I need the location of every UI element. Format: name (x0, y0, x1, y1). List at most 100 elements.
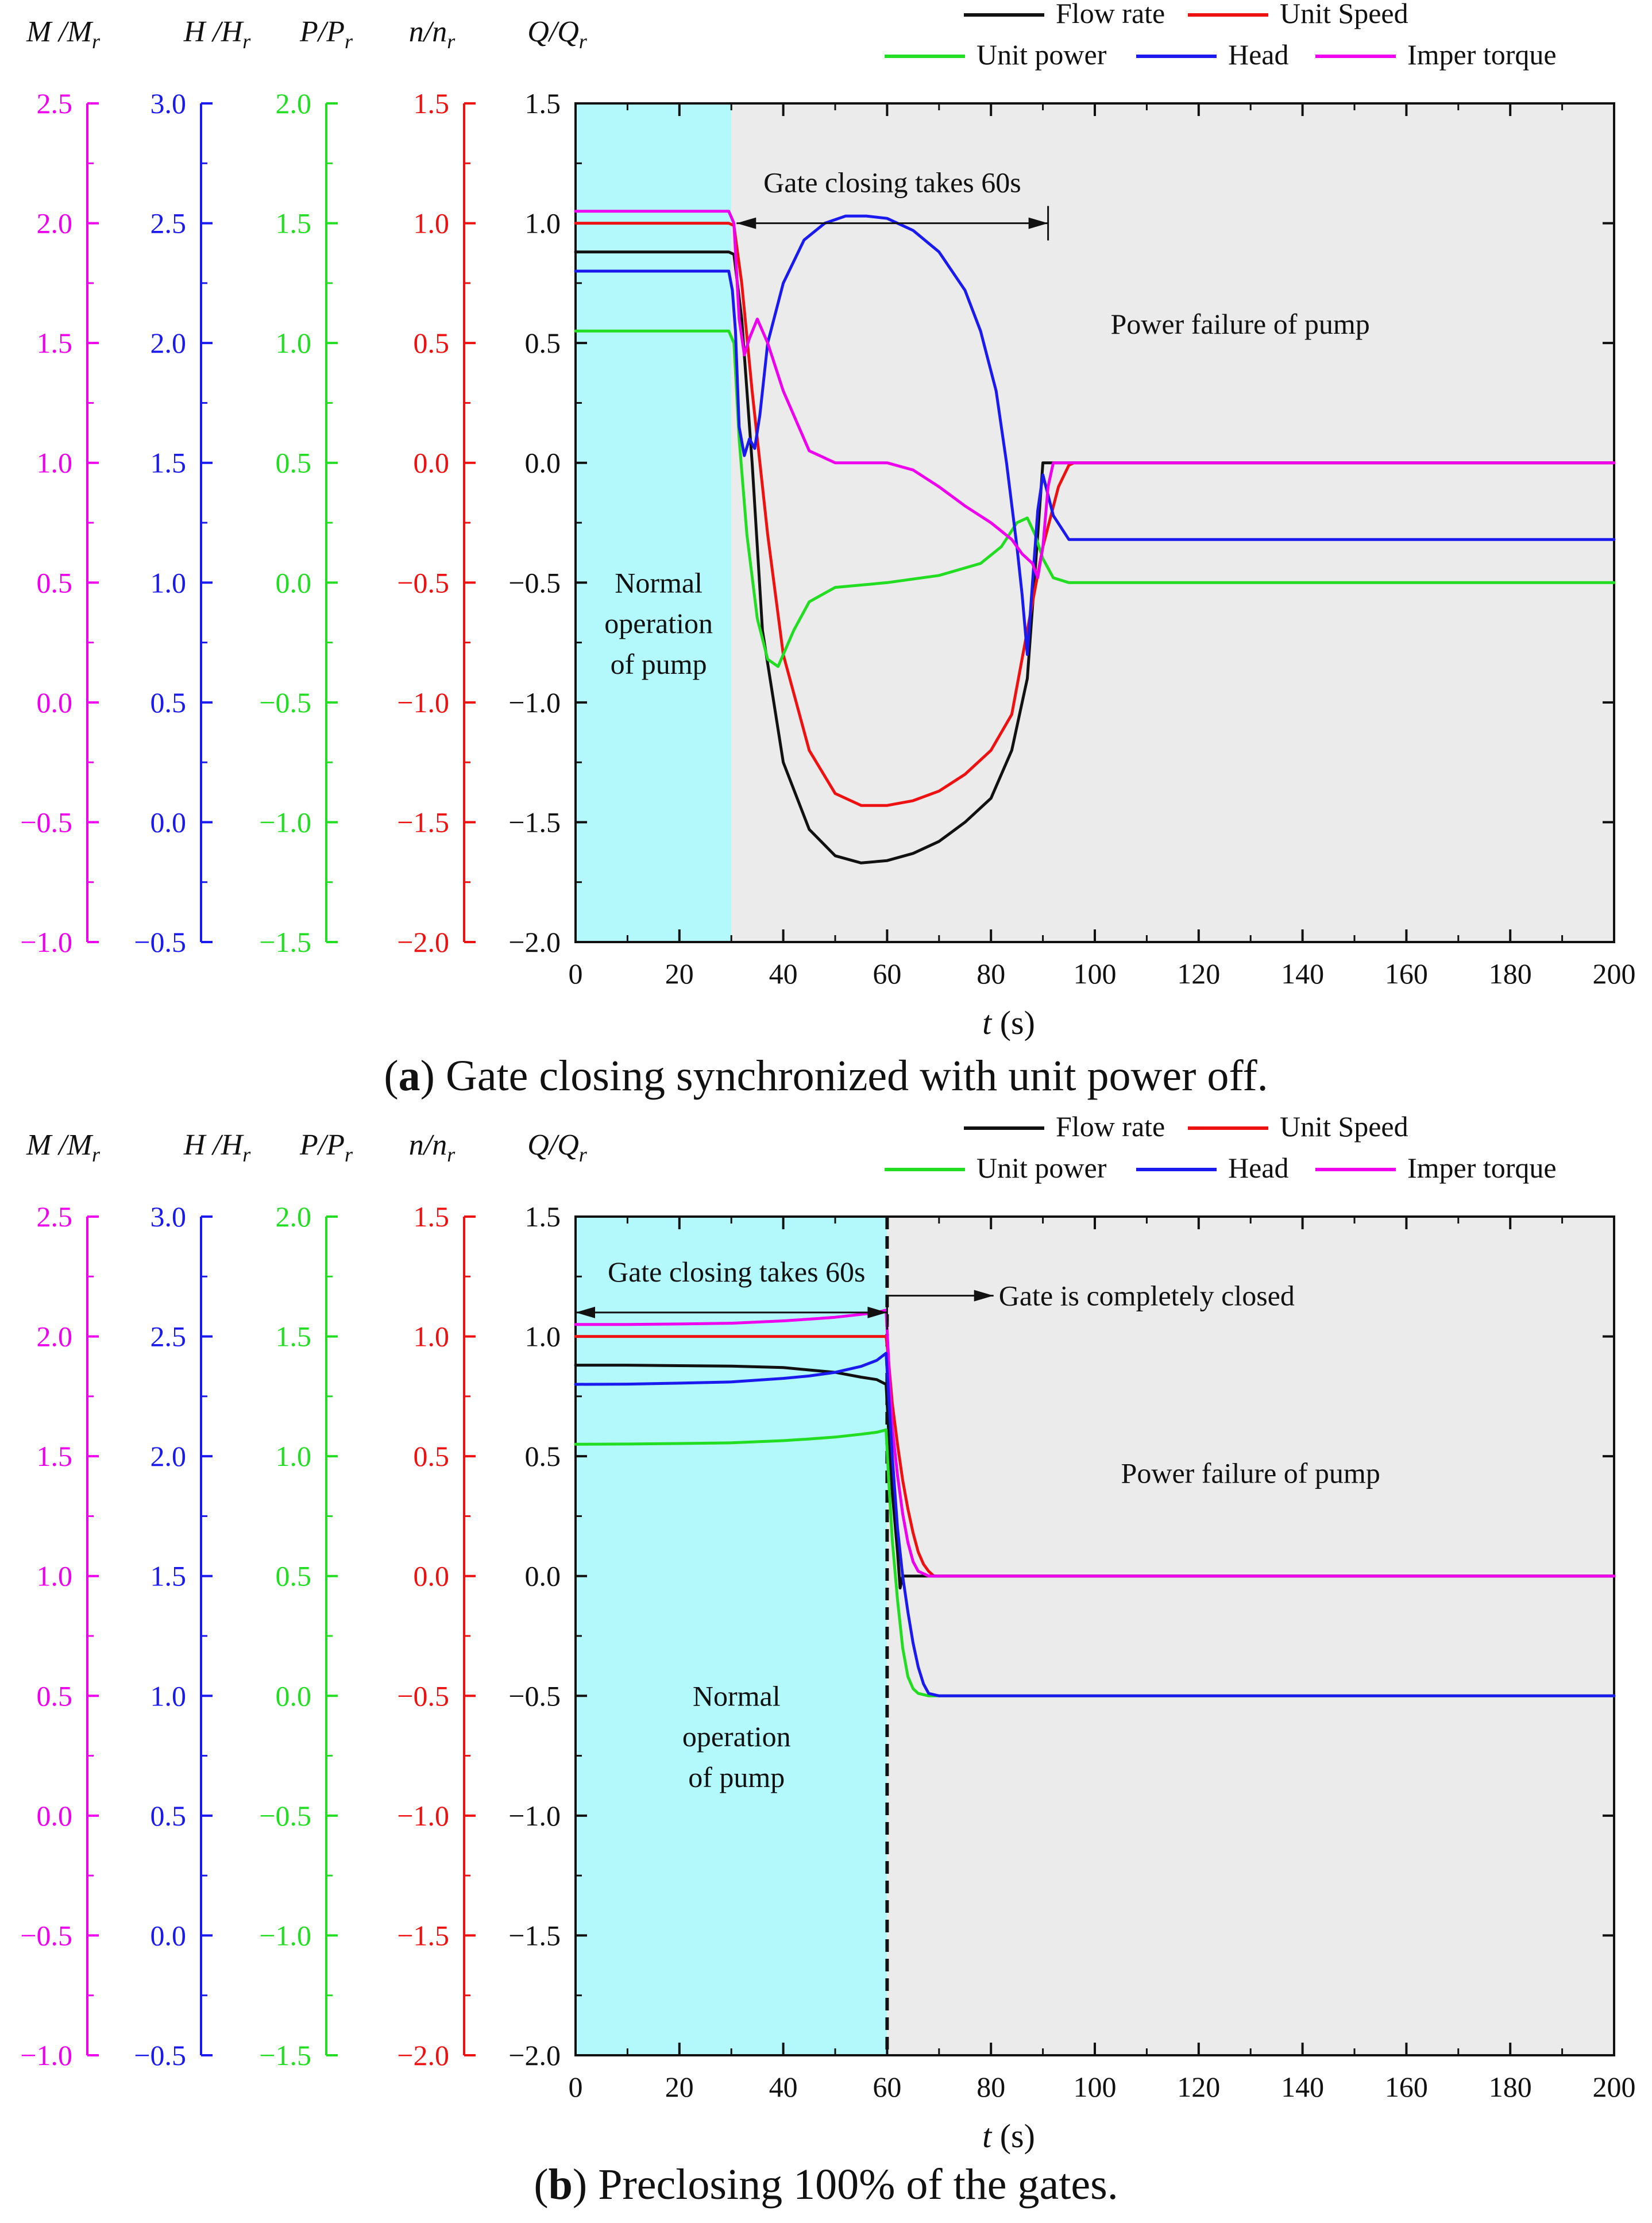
annotation: operation (604, 607, 713, 639)
y-tick-label: −0.5 (20, 806, 72, 838)
y-tick-label: −0.5 (508, 566, 561, 599)
y-tick-label: 0.0 (276, 566, 312, 599)
y-axis-M: 2.5 2.0 1.5 1.0 0.5 0.0 −0.5 −1.0 M /Mr (20, 16, 101, 958)
x-tick-label: 120 (1177, 958, 1220, 990)
caption-a-text: Gate closing synchronized with unit powe… (445, 1052, 1268, 1100)
y-tick-label: 1.5 (37, 1440, 73, 1472)
x-tick-label: 200 (1593, 958, 1636, 990)
y-tick-label: 3.0 (150, 87, 187, 119)
y-tick-label: −0.5 (20, 1919, 72, 1951)
y-axis-title-subscript: r (242, 30, 251, 53)
y-tick-label: 0.5 (150, 686, 187, 719)
y-tick-label: 0.5 (276, 447, 312, 479)
chart-a: 2.5 2.0 1.5 1.0 0.5 0.0 −0.5 −1.0 M /Mr 3.0 2.5 2.0… (20, 0, 1635, 1041)
y-tick-label: 1.0 (414, 1321, 450, 1353)
y-tick-label: −0.5 (397, 1680, 449, 1712)
y-tick-label: 0.5 (276, 1560, 312, 1592)
y-tick-label: 2.0 (276, 87, 312, 119)
region-normal-operation (576, 1217, 887, 2055)
annotation: Power failure of pump (1110, 308, 1369, 340)
y-axis-title-subscript: r (242, 1143, 251, 1166)
x-tick-label: 20 (665, 2071, 694, 2103)
y-tick-label: 1.5 (150, 1560, 187, 1592)
x-tick-label: 100 (1074, 2071, 1117, 2103)
x-tick-label: 40 (769, 2071, 798, 2103)
y-tick-label: 1.5 (150, 447, 187, 479)
y-tick-label: 2.0 (150, 327, 187, 359)
x-tick-label: 0 (569, 958, 583, 990)
legend-label: Flow rate (1056, 0, 1165, 29)
y-tick-label: 1.0 (150, 1680, 187, 1712)
y-tick-label: 0.0 (150, 806, 187, 838)
y-tick-label: 1.0 (150, 566, 187, 599)
y-tick-label: 1.5 (414, 87, 450, 119)
y-tick-label: 2.5 (37, 1201, 73, 1233)
y-tick-label: 0.0 (414, 447, 450, 479)
y-axis-H: 3.0 2.5 2.0 1.5 1.0 0.5 0.0 −0.5 H /Hr (134, 1129, 251, 2071)
annotation: Gate closing takes 60s (763, 167, 1021, 199)
x-tick-label: 160 (1385, 2071, 1428, 2103)
y-tick-label: 0.0 (37, 686, 73, 719)
y-axis-title: Q/Qr (527, 16, 588, 53)
y-tick-label: 1.0 (37, 1560, 73, 1592)
y-tick-label: 1.0 (525, 1321, 561, 1353)
y-tick-label: 2.0 (37, 1321, 73, 1353)
y-axis-title: M /Mr (26, 16, 101, 53)
legend-entry-head: Head (1136, 38, 1289, 71)
y-axis-title: n/nr (409, 1129, 456, 1166)
y-tick-label: 1.0 (37, 447, 73, 479)
y-axis-title-subscript: r (447, 30, 456, 53)
y-tick-label: 0.0 (525, 447, 561, 479)
y-tick-label: 1.5 (525, 87, 561, 119)
y-axis-title: P/Pr (299, 16, 353, 53)
y-tick-label: −2.0 (508, 926, 561, 958)
series-flow-rate (574, 1364, 1616, 1590)
y-axis-title: H /Hr (183, 1129, 252, 1166)
caption-a: (a) Gate closing synchronized with unit … (384, 1052, 1268, 1100)
y-tick-label: 2.5 (150, 207, 187, 240)
y-axis-title: M /Mr (26, 1129, 101, 1166)
y-tick-label: 0.5 (525, 1440, 561, 1472)
gate-closing-arrow (736, 206, 1049, 241)
series-unit-power (574, 1428, 1616, 1697)
x-axis-title-unit: (s) (1000, 2117, 1035, 2155)
caption-a-letter: a (398, 1052, 420, 1100)
region-normal-operation (576, 103, 732, 942)
x-axis: 0 20 40 60 80 100 120 140 160 180 200 (569, 1215, 1636, 2103)
y-tick-label: −2.0 (397, 926, 449, 958)
caption-b-text: Preclosing 100% of the gates. (598, 2160, 1118, 2209)
y-axis-title-subscript: r (579, 30, 588, 53)
legend-entry-imper-torque: Imper torque (1315, 1152, 1557, 1184)
y-tick-label: −0.5 (134, 2039, 186, 2071)
y-tick-label: 1.0 (276, 1440, 312, 1472)
y-tick-label: −1.5 (508, 1919, 561, 1951)
y-tick-label: −1.0 (508, 686, 561, 719)
annotation: of pump (688, 1761, 785, 1793)
legend-entry-flow-rate: Flow rate (964, 0, 1165, 29)
y-tick-label: 2.0 (37, 207, 73, 240)
y-axis-P: 2.0 1.5 1.0 0.5 0.0 −0.5 −1.0 −1.5 P/Pr (259, 1129, 353, 2071)
legend-label: Unit Speed (1280, 1110, 1408, 1143)
legend-label: Flow rate (1056, 1110, 1165, 1143)
x-tick-label: 80 (976, 958, 1005, 990)
arrow-head-right (1028, 217, 1048, 229)
series-head (574, 1352, 1616, 1697)
y-tick-label: −1.5 (259, 926, 311, 958)
y-tick-label: −1.5 (397, 1919, 449, 1951)
y-tick-label: 0.0 (150, 1919, 187, 1951)
legend-label: Unit power (976, 38, 1107, 71)
gate-closed-arrow (887, 1290, 994, 1302)
y-tick-label: 0.0 (276, 1680, 312, 1712)
legend-entry-imper-torque: Imper torque (1315, 38, 1557, 71)
x-axis-title-var: t (982, 1004, 1000, 1041)
x-axis-title-unit: (s) (1000, 1004, 1035, 1041)
y-tick-label: −1.0 (508, 1800, 561, 1832)
arrow-head-left (576, 1306, 595, 1318)
legend-entry-flow-rate: Flow rate (964, 1110, 1165, 1143)
x-axis-title: t (s) (982, 2117, 1035, 2155)
legend-label: Imper torque (1407, 38, 1557, 71)
annotation: Gate closing takes 60s (608, 1256, 866, 1288)
series-imper-torque (574, 1309, 1616, 1578)
x-tick-label: 0 (569, 2071, 583, 2103)
